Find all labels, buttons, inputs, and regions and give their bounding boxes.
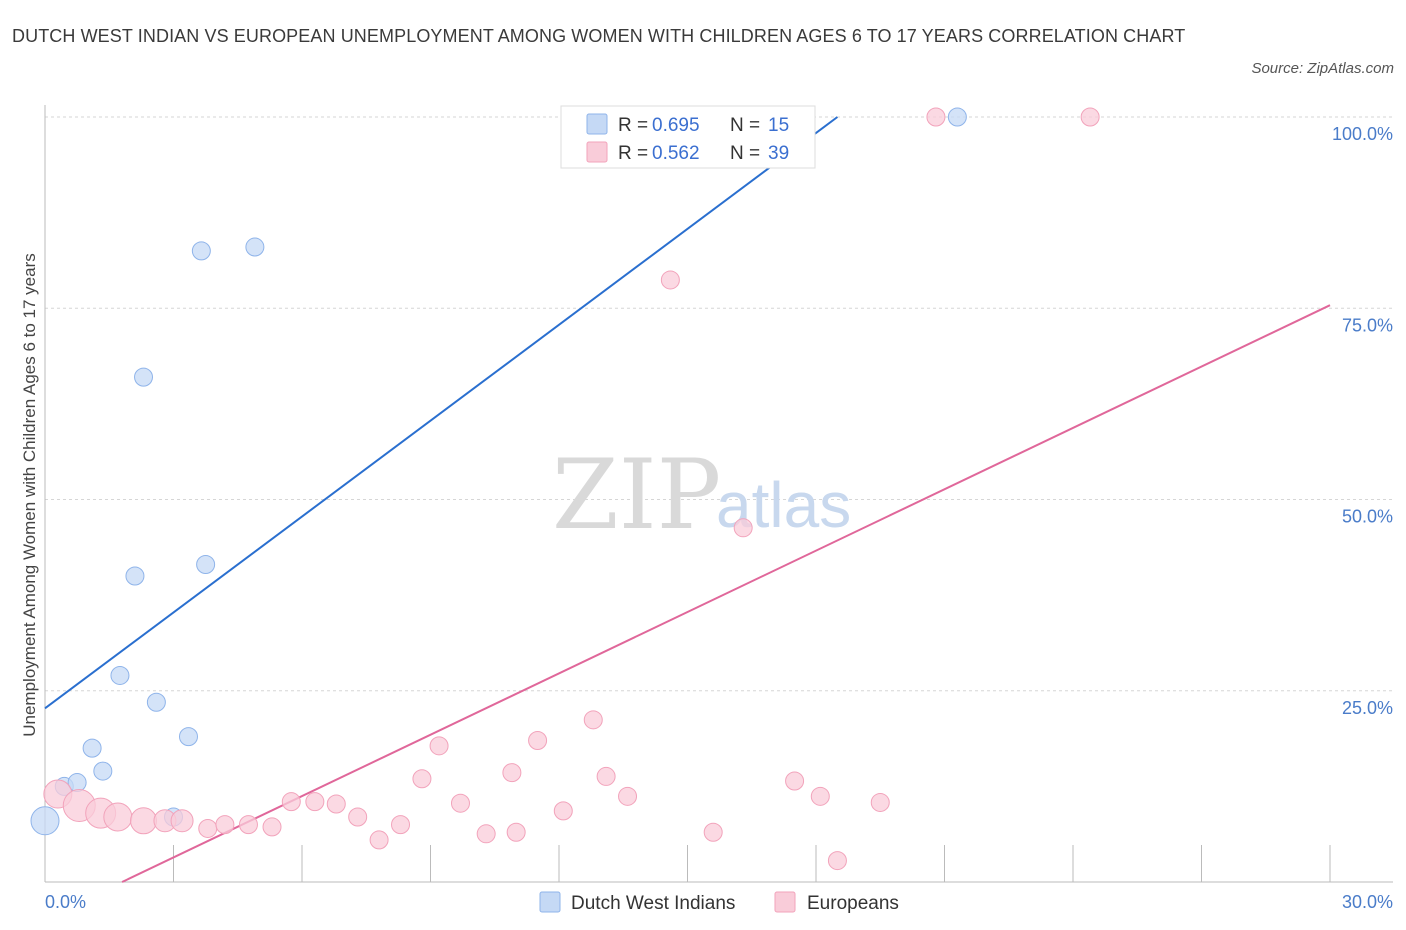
axes (44, 105, 1393, 883)
legend-swatch-dutch (586, 113, 608, 135)
legend-n-value-europeans: 39 (768, 143, 789, 164)
point-dutch-8 (146, 692, 166, 712)
x-tick-label-min: 0.0% (45, 892, 86, 912)
legend-r-label-dutch: R = (618, 115, 648, 136)
point-european-28 (660, 270, 680, 290)
point-european-34 (810, 786, 830, 806)
point-european-15 (369, 830, 389, 850)
trend-line-europeans (121, 304, 1331, 883)
point-european-31 (733, 518, 753, 538)
legend-swatch-europeans (586, 141, 608, 163)
point-dutch-13 (245, 237, 265, 257)
grid-lines (45, 116, 1393, 692)
point-european-14 (348, 807, 368, 827)
chart-title: DUTCH WEST INDIAN VS EUROPEAN UNEMPLOYME… (12, 26, 1186, 46)
point-european-17 (412, 769, 432, 789)
y-tick-label-1: 50.0% (1342, 507, 1393, 527)
point-european-10 (262, 817, 282, 837)
point-european-6 (170, 809, 194, 833)
series-label-europeans: Europeans (807, 893, 899, 914)
point-european-25 (583, 710, 603, 730)
point-european-3 (103, 802, 133, 832)
series-swatch-europeans (774, 891, 796, 913)
legend-n-label-dutch: N = (730, 115, 760, 136)
point-european-7 (198, 818, 218, 838)
y-axis-title: Unemployment Among Women with Children A… (20, 253, 39, 737)
point-european-24 (553, 801, 573, 821)
trend-lines (44, 116, 1331, 883)
point-european-35 (827, 851, 847, 871)
series-label-dutch: Dutch West Indians (571, 893, 735, 914)
point-european-16 (391, 815, 411, 835)
point-european-13 (326, 794, 346, 814)
point-dutch-14 (947, 107, 967, 127)
trend-line-dutch (44, 116, 839, 710)
point-dutch-12 (196, 555, 216, 575)
y-tick-label-2: 75.0% (1342, 315, 1393, 335)
point-european-18 (429, 736, 449, 756)
point-dutch-6 (125, 566, 145, 586)
legend-r-label-europeans: R = (618, 143, 648, 164)
point-european-8 (215, 815, 235, 835)
point-european-27 (618, 786, 638, 806)
point-european-11 (281, 792, 301, 812)
point-european-26 (596, 766, 616, 786)
point-dutch-5 (110, 665, 130, 685)
point-dutch-7 (134, 367, 154, 387)
y-tick-label-3: 100.0% (1332, 124, 1393, 144)
point-european-21 (502, 763, 522, 783)
point-european-38 (1080, 107, 1100, 127)
series-legend: Dutch West Indians Europeans (539, 891, 899, 914)
point-dutch-10 (178, 727, 198, 747)
x-tick-label-max: 30.0% (1342, 892, 1393, 912)
point-european-33 (785, 771, 805, 791)
data-points (30, 107, 1100, 871)
point-european-23 (528, 730, 548, 750)
point-dutch-3 (82, 738, 102, 758)
point-dutch-4 (93, 761, 113, 781)
point-european-22 (506, 822, 526, 842)
point-european-4 (130, 807, 158, 835)
point-european-37 (926, 107, 946, 127)
legend-n-value-dutch: 15 (768, 115, 789, 136)
stats-legend: R = 0.695 N = 15 R = 0.562 N = 39 (560, 105, 816, 169)
series-swatch-dutch (539, 891, 561, 913)
point-european-20 (476, 824, 496, 844)
point-european-19 (450, 793, 470, 813)
legend-n-label-europeans: N = (730, 143, 760, 164)
y-tick-label-0: 25.0% (1342, 698, 1393, 718)
y-tick-labels: 25.0% 50.0% 75.0% 100.0% (1332, 124, 1393, 718)
legend-r-value-dutch: 0.695 (652, 115, 700, 136)
point-european-12 (305, 792, 325, 812)
point-dutch-11 (191, 241, 211, 261)
watermark: ZIP atlas (552, 439, 851, 551)
point-european-9 (238, 815, 258, 835)
point-european-30 (703, 822, 723, 842)
legend-r-value-europeans: 0.562 (652, 143, 700, 164)
point-dutch-0 (30, 806, 60, 836)
source-credit: Source: ZipAtlas.com (1251, 60, 1394, 77)
watermark-zip: ZIP (552, 439, 721, 551)
point-european-36 (870, 792, 890, 812)
